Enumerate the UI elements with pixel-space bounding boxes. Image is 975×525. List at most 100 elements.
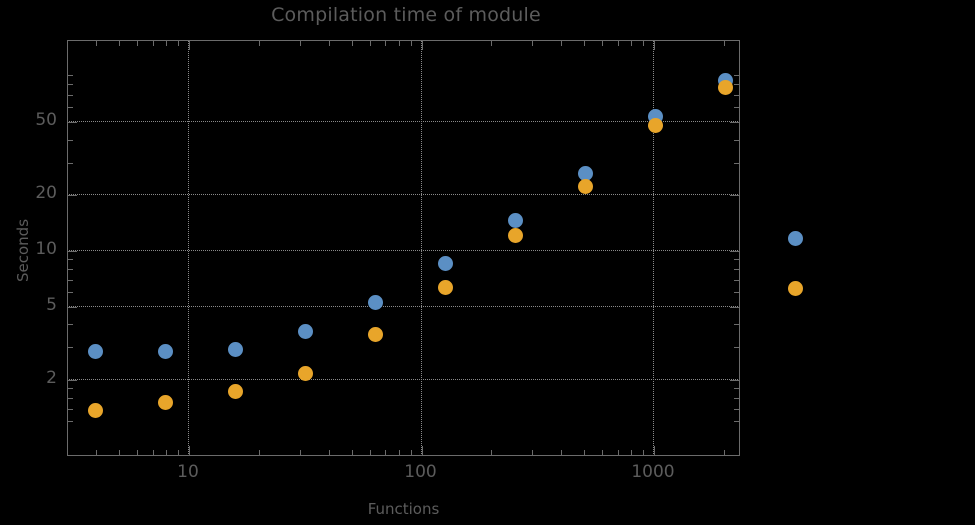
- y-minor-tick-right: [734, 107, 739, 109]
- x-minor-tick-top: [96, 41, 98, 46]
- x-major-tick: [654, 446, 655, 455]
- y-minor-tick: [68, 324, 73, 326]
- x-minor-tick-top: [166, 41, 168, 46]
- data-point-orange: [157, 394, 173, 410]
- y-minor-tick-right: [734, 397, 739, 399]
- x-minor-tick: [328, 450, 330, 455]
- y-major-tick-right: [730, 122, 739, 124]
- x-minor-tick: [369, 450, 371, 455]
- x-minor-tick-top: [723, 41, 725, 46]
- x-minor-tick-top: [491, 41, 493, 46]
- y-major-tick: [68, 122, 77, 124]
- y-minor-tick-right: [734, 324, 739, 326]
- x-minor-tick-top: [532, 41, 534, 46]
- data-point-orange: [87, 402, 103, 418]
- y-axis-title: Seconds: [14, 218, 32, 282]
- x-tick-label: 100: [404, 462, 437, 482]
- x-minor-tick: [166, 450, 168, 455]
- y-minor-tick: [68, 420, 73, 422]
- data-point-orange: [437, 279, 453, 295]
- y-minor-tick: [68, 408, 73, 410]
- y-major-tick: [68, 306, 77, 308]
- y-minor-tick: [68, 107, 73, 109]
- x-minor-tick-top: [299, 41, 301, 46]
- y-minor-tick: [68, 388, 73, 390]
- x-minor-tick: [351, 450, 353, 455]
- data-point-blue: [157, 344, 173, 360]
- x-minor-tick-top: [410, 41, 412, 46]
- y-minor-tick-right: [734, 420, 739, 422]
- y-minor-tick: [68, 74, 73, 76]
- x-minor-tick: [398, 450, 400, 455]
- x-minor-tick-top: [631, 41, 633, 46]
- y-major-tick-right: [730, 306, 739, 308]
- data-point-blue: [577, 165, 593, 181]
- data-point-blue: [297, 324, 313, 340]
- x-minor-tick: [137, 450, 139, 455]
- x-minor-tick: [561, 450, 563, 455]
- chart-title: Compilation time of module: [271, 4, 541, 26]
- x-minor-tick: [258, 450, 260, 455]
- x-minor-tick-top: [643, 41, 645, 46]
- x-minor-tick-top: [385, 41, 387, 46]
- y-major-tick: [68, 251, 77, 252]
- data-point-blue: [507, 212, 523, 228]
- data-point-blue: [437, 256, 453, 272]
- x-minor-tick: [584, 450, 585, 455]
- x-minor-tick: [631, 450, 633, 455]
- x-minor-tick: [602, 450, 604, 455]
- x-minor-tick-top: [369, 41, 371, 46]
- data-point-orange: [717, 79, 733, 95]
- y-major-tick-right: [730, 195, 739, 197]
- y-tick-label: 2: [46, 367, 57, 388]
- x-major-tick-top: [189, 41, 190, 50]
- y-minor-tick: [68, 95, 73, 97]
- data-point-orange: [227, 384, 243, 400]
- x-minor-tick-top: [617, 41, 619, 46]
- x-minor-tick: [532, 450, 534, 455]
- x-tick-label: 1000: [631, 462, 675, 482]
- x-minor-tick: [152, 450, 154, 455]
- x-minor-tick: [410, 450, 412, 455]
- y-minor-tick: [68, 347, 73, 349]
- x-major-tick: [421, 446, 423, 455]
- y-minor-tick-right: [734, 268, 739, 270]
- x-minor-tick-top: [602, 41, 604, 46]
- y-minor-tick-right: [734, 347, 739, 349]
- x-minor-tick-top: [152, 41, 154, 46]
- y-minor-tick: [68, 259, 73, 261]
- data-point-orange: [507, 227, 523, 243]
- y-minor-tick: [68, 397, 73, 399]
- data-point-orange: [297, 365, 313, 381]
- x-minor-tick-top: [351, 41, 353, 46]
- x-axis-title: Functions: [367, 500, 440, 518]
- x-minor-tick: [643, 450, 645, 455]
- data-point-blue: [227, 341, 243, 357]
- x-minor-tick-top: [178, 41, 180, 46]
- y-minor-tick-right: [734, 139, 739, 141]
- x-minor-tick-top: [258, 41, 260, 46]
- data-point-orange: [787, 280, 803, 296]
- y-minor-tick-right: [734, 95, 739, 97]
- x-minor-tick-top: [398, 41, 400, 46]
- y-major-tick: [68, 195, 77, 197]
- x-minor-tick-top: [328, 41, 330, 46]
- x-minor-tick: [385, 450, 387, 455]
- y-minor-tick: [68, 291, 73, 293]
- y-minor-tick-right: [734, 259, 739, 261]
- data-point-blue: [367, 294, 383, 310]
- x-major-tick-top: [421, 41, 423, 50]
- y-minor-tick-right: [734, 162, 739, 164]
- x-minor-tick: [491, 450, 493, 455]
- x-minor-tick: [178, 450, 180, 455]
- x-tick-label: 10: [177, 462, 199, 482]
- y-major-tick-right: [730, 251, 739, 252]
- data-point-blue: [787, 231, 803, 247]
- y-minor-tick: [68, 268, 73, 270]
- x-major-tick-top: [654, 41, 655, 50]
- x-minor-tick: [299, 450, 301, 455]
- data-point-orange: [647, 118, 663, 134]
- y-major-tick: [68, 379, 77, 381]
- x-minor-tick-top: [561, 41, 563, 46]
- y-minor-tick: [68, 279, 73, 281]
